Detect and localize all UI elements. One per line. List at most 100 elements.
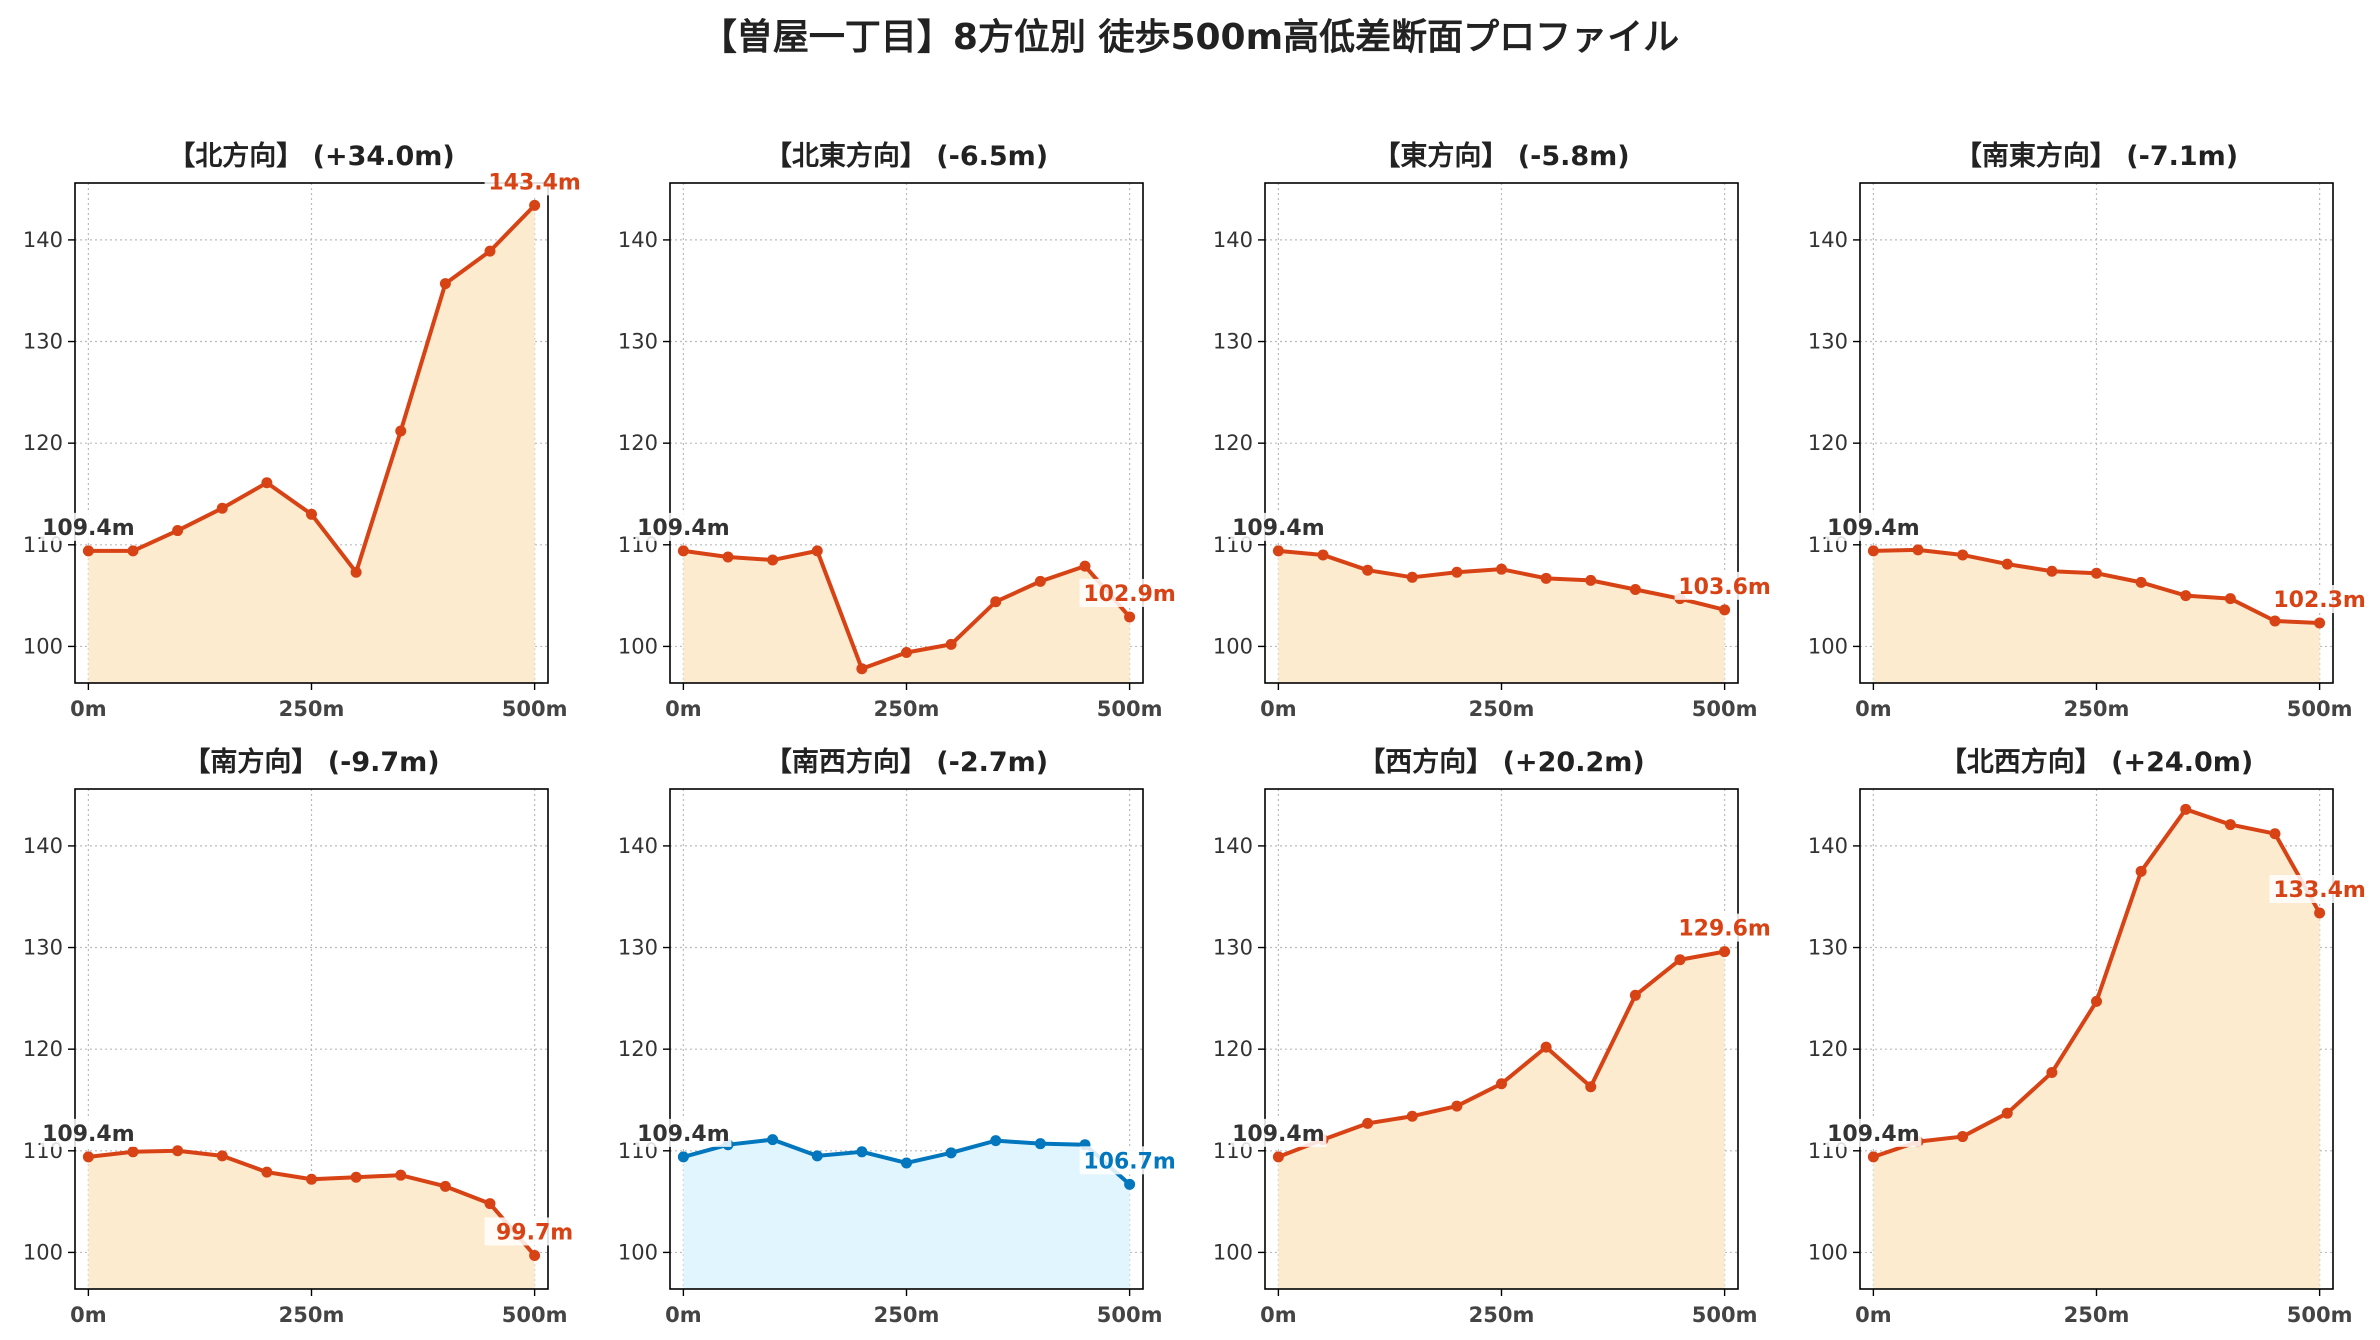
data-point-10 bbox=[2314, 907, 2326, 919]
data-point-8 bbox=[1034, 575, 1046, 587]
y-tick-label: 130 bbox=[1213, 936, 1253, 960]
x-tick-label: 250m bbox=[279, 1303, 345, 1327]
data-point-1 bbox=[722, 551, 734, 563]
data-point-2 bbox=[1957, 1131, 1969, 1143]
y-tick-label: 100 bbox=[618, 634, 658, 658]
data-point-5 bbox=[2091, 567, 2102, 579]
data-point-6 bbox=[2135, 576, 2147, 588]
profile-area bbox=[683, 550, 1130, 683]
end-label-bg bbox=[2269, 874, 2370, 903]
end-value-label: 133.4m bbox=[2273, 878, 2366, 903]
data-point-4 bbox=[856, 1146, 868, 1158]
x-tick-label: 0m bbox=[665, 697, 702, 721]
data-point-6 bbox=[1540, 1041, 1552, 1053]
y-tick-label: 120 bbox=[1213, 1037, 1253, 1061]
y-tick-label: 100 bbox=[1808, 634, 1848, 658]
start-label-bg bbox=[40, 512, 137, 541]
data-point-2 bbox=[767, 554, 779, 566]
data-point-2 bbox=[767, 1134, 779, 1146]
start-label-bg bbox=[1825, 1118, 1922, 1147]
start-value-annotation: 109.4m bbox=[40, 1118, 137, 1147]
data-point-10 bbox=[529, 1249, 541, 1261]
end-value-annotation: 99.7m bbox=[484, 1217, 585, 1246]
end-value-annotation: 129.6m bbox=[1674, 913, 1775, 942]
data-point-1 bbox=[1912, 544, 1924, 556]
y-tick-label: 100 bbox=[23, 634, 63, 658]
x-tick-label: 500m bbox=[1097, 697, 1163, 721]
data-point-8 bbox=[2224, 819, 2236, 831]
x-tick-label: 250m bbox=[2064, 697, 2130, 721]
data-point-3 bbox=[811, 1150, 823, 1162]
data-point-0 bbox=[677, 1151, 689, 1163]
profile-area bbox=[1278, 550, 1725, 683]
start-value-label: 109.4m bbox=[637, 516, 730, 541]
start-value-label: 109.4m bbox=[42, 516, 135, 541]
start-label-bg bbox=[1230, 1118, 1327, 1147]
y-tick-label: 140 bbox=[618, 228, 658, 252]
end-value-annotation: 102.9m bbox=[1079, 578, 1180, 607]
data-point-8 bbox=[1629, 989, 1641, 1001]
data-point-0 bbox=[1272, 1151, 1284, 1163]
end-label-bg bbox=[1674, 913, 1775, 942]
subplot-title: 【西方向】 (+20.2m) bbox=[1358, 746, 1644, 778]
data-point-2 bbox=[172, 1145, 184, 1157]
end-value-annotation: 133.4m bbox=[2269, 874, 2370, 903]
end-value-annotation: 106.7m bbox=[1079, 1146, 1180, 1175]
data-point-3 bbox=[2001, 558, 2013, 570]
data-point-0 bbox=[82, 1151, 94, 1163]
start-label-bg bbox=[1825, 512, 1922, 541]
data-point-3 bbox=[216, 1150, 228, 1162]
end-label-bg bbox=[484, 1217, 585, 1246]
start-label-bg bbox=[635, 512, 732, 541]
data-point-7 bbox=[990, 596, 1002, 608]
data-point-1 bbox=[1317, 549, 1329, 561]
y-tick-label: 130 bbox=[618, 330, 658, 354]
profile-area bbox=[88, 1150, 535, 1289]
data-point-5 bbox=[2091, 995, 2102, 1007]
start-value-label: 109.4m bbox=[1827, 1122, 1920, 1147]
data-point-0 bbox=[1867, 545, 1879, 557]
data-point-0 bbox=[677, 545, 689, 557]
y-tick-label: 120 bbox=[23, 431, 63, 455]
x-tick-label: 500m bbox=[2287, 1303, 2353, 1327]
data-point-3 bbox=[1406, 571, 1418, 583]
data-point-3 bbox=[811, 545, 823, 557]
end-value-label: 106.7m bbox=[1083, 1149, 1176, 1174]
data-point-2 bbox=[1957, 549, 1969, 561]
start-value-annotation: 109.4m bbox=[1825, 512, 1922, 541]
subplot-title: 【北西方向】 (+24.0m) bbox=[1940, 746, 2253, 778]
end-value-label: 129.6m bbox=[1678, 917, 1771, 942]
data-point-0 bbox=[1272, 545, 1284, 557]
data-point-0 bbox=[1867, 1151, 1879, 1163]
data-point-2 bbox=[172, 525, 184, 537]
data-point-7 bbox=[395, 425, 407, 437]
data-point-6 bbox=[1540, 572, 1552, 584]
end-value-annotation: 103.6m bbox=[1674, 571, 1775, 600]
y-tick-label: 130 bbox=[1213, 330, 1253, 354]
y-tick-label: 140 bbox=[23, 228, 63, 252]
data-point-10 bbox=[2314, 617, 2326, 629]
data-point-5 bbox=[306, 508, 317, 520]
data-point-1 bbox=[127, 545, 139, 557]
profile-area bbox=[1873, 549, 2320, 683]
subplot-title: 【南方向】 (-9.7m) bbox=[183, 746, 439, 778]
data-point-10 bbox=[1719, 946, 1731, 958]
y-tick-label: 130 bbox=[618, 936, 658, 960]
data-point-7 bbox=[395, 1169, 407, 1181]
data-point-5 bbox=[901, 1157, 912, 1169]
data-point-9 bbox=[1079, 560, 1091, 572]
start-value-label: 109.4m bbox=[1827, 516, 1920, 541]
data-point-6 bbox=[945, 1147, 957, 1159]
end-value-label: 102.3m bbox=[2273, 588, 2366, 613]
y-tick-label: 140 bbox=[23, 834, 63, 858]
x-tick-label: 500m bbox=[1097, 1303, 1163, 1327]
data-point-10 bbox=[529, 199, 541, 211]
subplot-title: 【南東方向】 (-7.1m) bbox=[1955, 140, 2238, 172]
end-value-label: 103.6m bbox=[1678, 575, 1771, 600]
y-tick-label: 130 bbox=[23, 330, 63, 354]
data-point-7 bbox=[990, 1135, 1002, 1147]
data-point-5 bbox=[306, 1173, 317, 1185]
